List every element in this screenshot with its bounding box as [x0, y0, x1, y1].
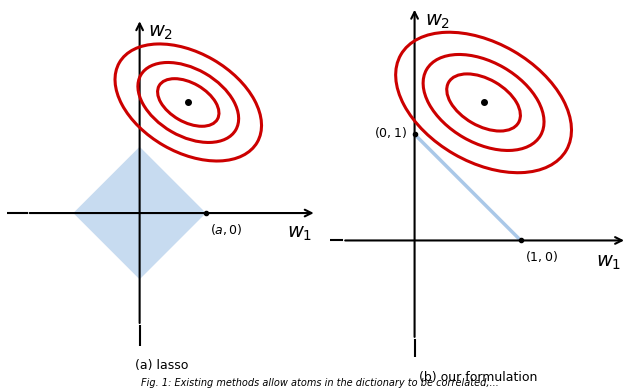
Text: $(1,0)$: $(1,0)$ — [525, 249, 558, 264]
Text: (b) our formulation: (b) our formulation — [419, 371, 538, 384]
Text: $w_1$: $w_1$ — [596, 253, 621, 272]
Polygon shape — [74, 147, 206, 279]
Text: $w_2$: $w_2$ — [148, 23, 173, 42]
Text: $(0,1)$: $(0,1)$ — [374, 125, 407, 140]
Text: $(a, 0)$: $(a, 0)$ — [209, 222, 242, 237]
Text: Fig. 1: Existing methods allow atoms in the dictionary to be correlated,...: Fig. 1: Existing methods allow atoms in … — [141, 378, 499, 388]
Text: $w_2$: $w_2$ — [425, 12, 451, 31]
Text: $w_1$: $w_1$ — [287, 223, 312, 243]
Text: (a) lasso: (a) lasso — [135, 359, 188, 372]
